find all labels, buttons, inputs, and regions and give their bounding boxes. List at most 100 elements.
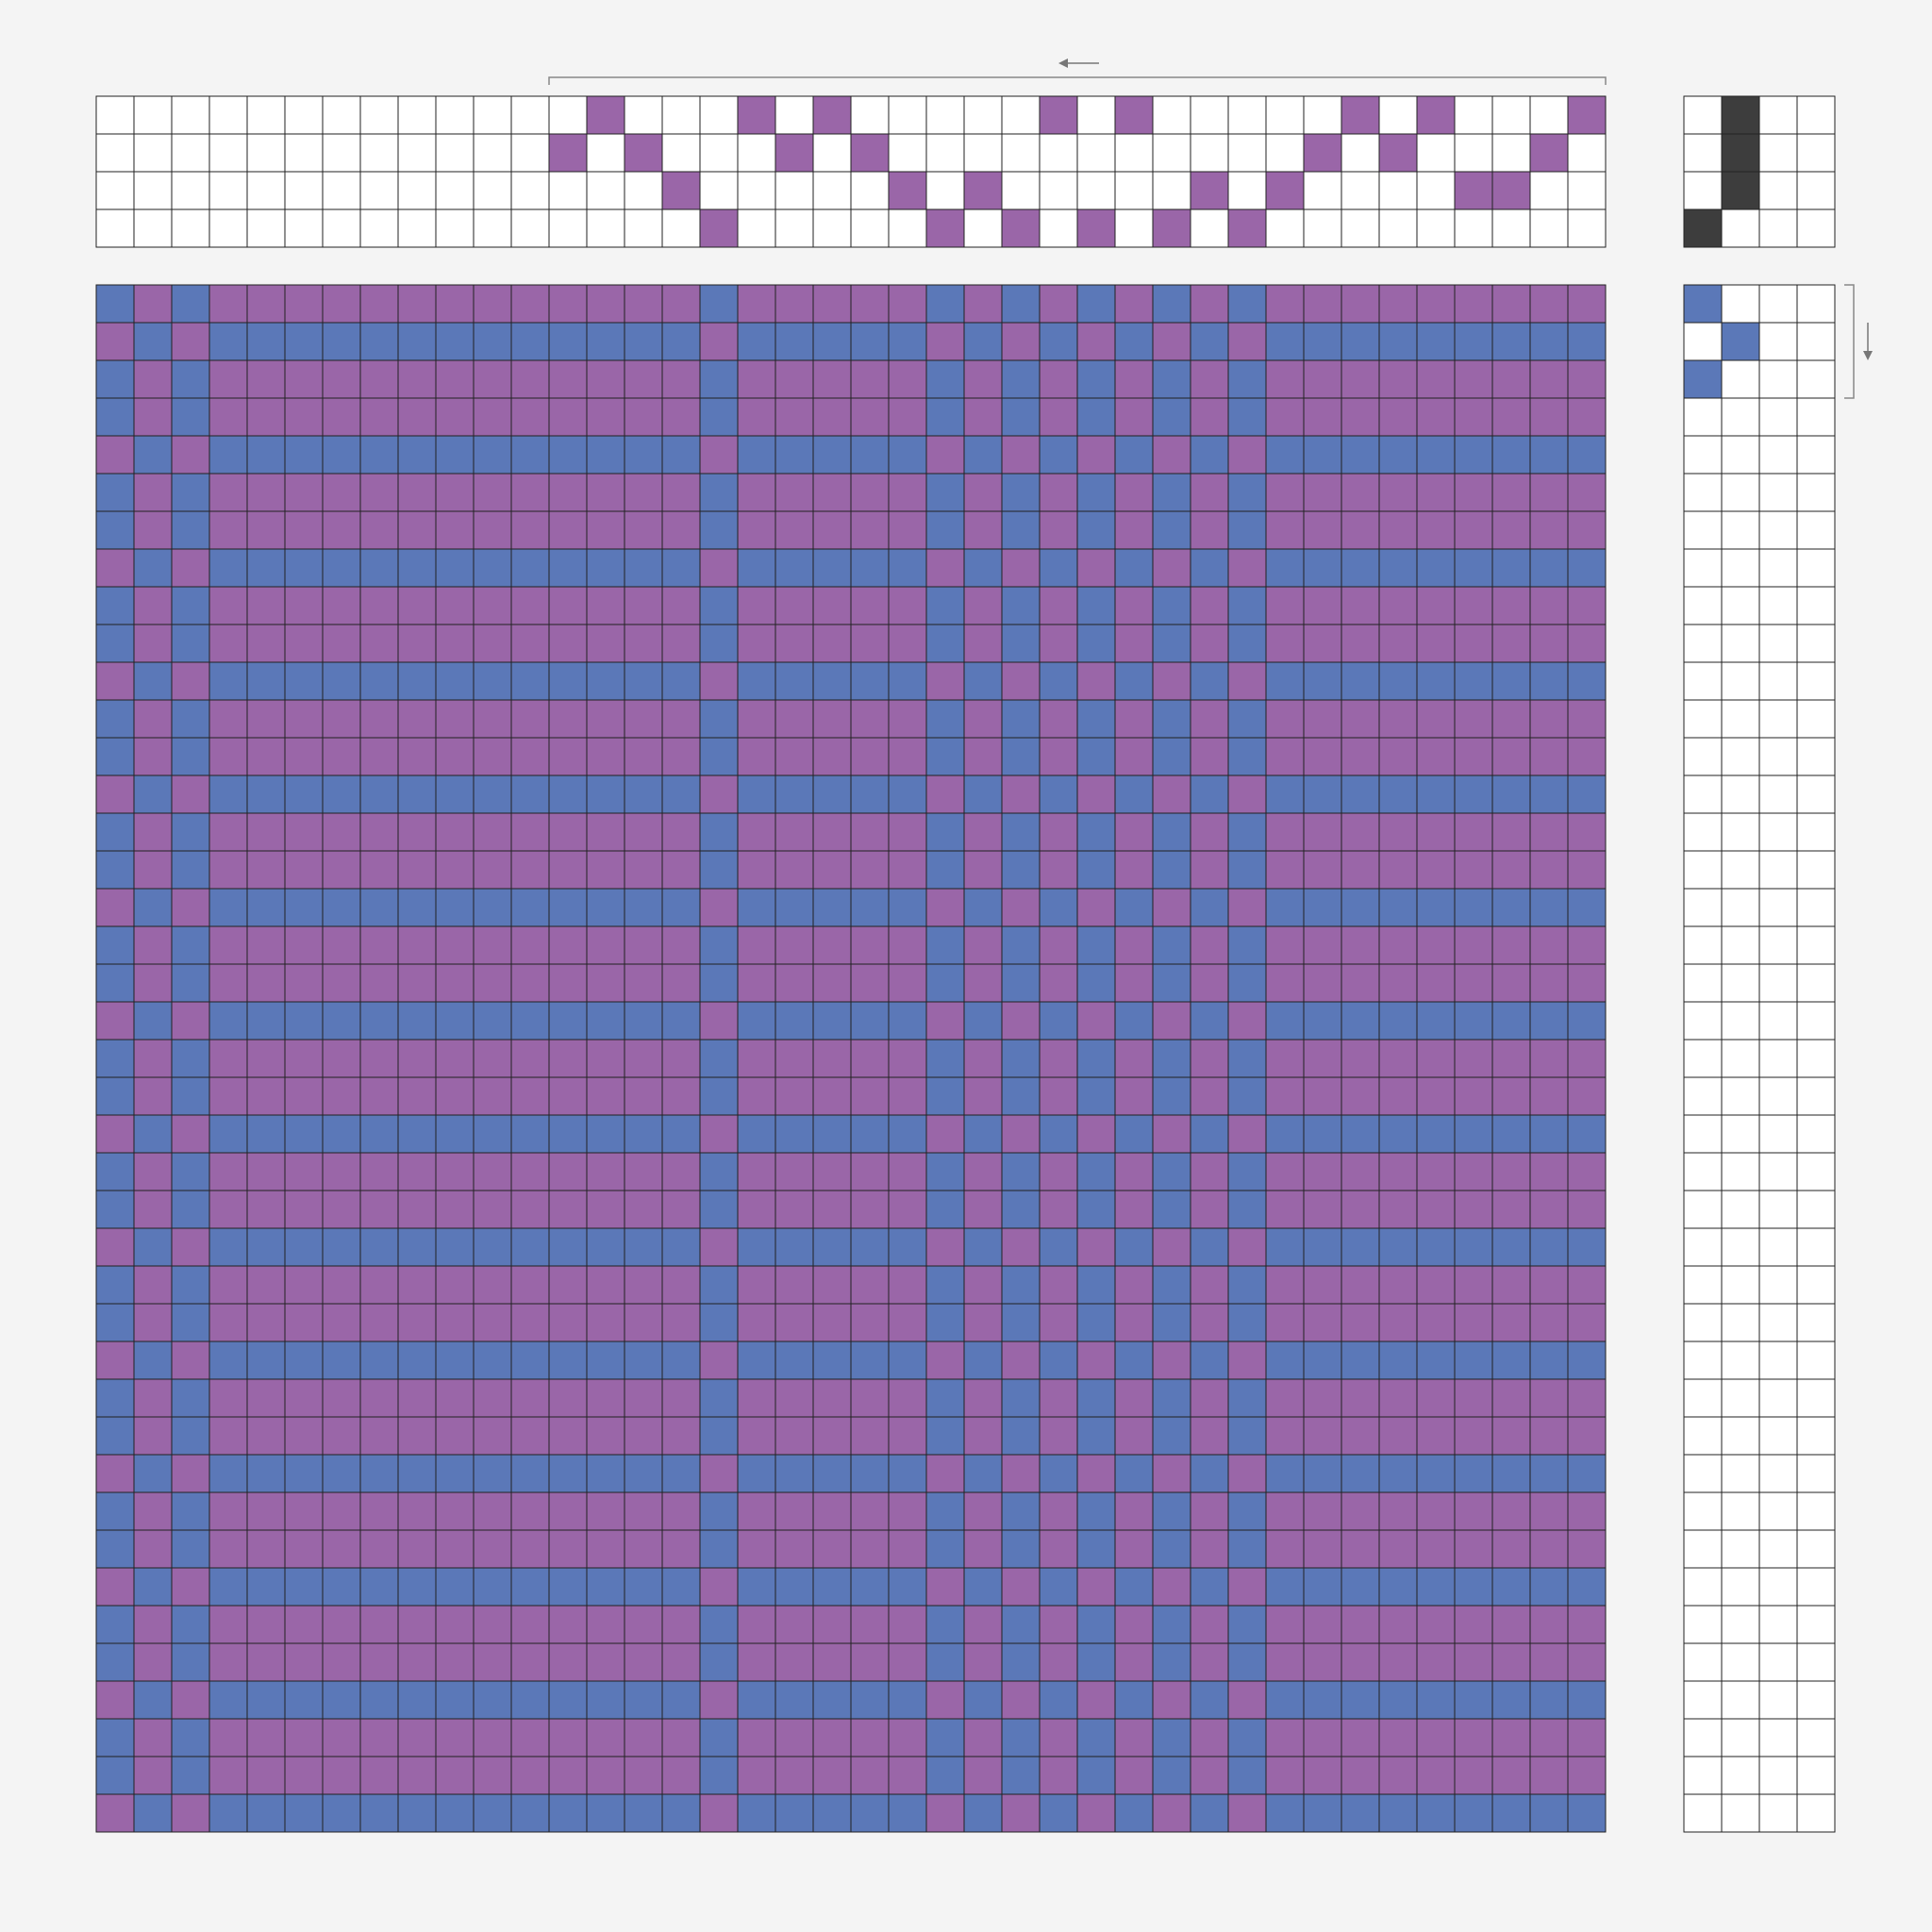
treadling-cell (1683, 925, 1723, 965)
treadling-cell (1796, 774, 1836, 814)
drawdown-cell (322, 322, 361, 361)
drawdown-cell (1001, 1718, 1041, 1757)
drawdown-cell (1152, 1793, 1191, 1833)
drawdown-cell (133, 1680, 173, 1720)
drawdown-cell (1454, 850, 1493, 890)
drawdown-cell (246, 1114, 286, 1154)
treadling-cell (1683, 1378, 1723, 1418)
drawdown-cell (171, 1341, 210, 1380)
drawdown-cell (850, 925, 890, 965)
drawdown-cell (925, 359, 965, 399)
tieup-cell (1683, 171, 1723, 210)
drawdown-cell (624, 812, 663, 852)
drawdown-cell (548, 473, 588, 512)
drawdown-cell (1265, 1114, 1305, 1154)
drawdown-cell (1076, 774, 1116, 814)
drawdown-cell (1265, 1642, 1305, 1682)
drawdown-cell (1001, 359, 1041, 399)
drawdown-cell (1265, 1378, 1305, 1418)
threading-cell (963, 95, 1003, 135)
drawdown-cell (435, 1756, 475, 1795)
threading-mark (888, 171, 927, 210)
threading-cell (208, 171, 248, 210)
drawdown-cell (888, 812, 927, 852)
drawdown-cell (1416, 548, 1456, 588)
drawdown-cell (1529, 661, 1569, 701)
drawdown-cell (473, 1680, 512, 1720)
drawdown-cell (1567, 1152, 1607, 1191)
drawdown-cell (284, 925, 324, 965)
drawdown-cell (1303, 1642, 1342, 1682)
threading-cell (774, 95, 814, 135)
drawdown-cell (699, 1605, 739, 1644)
treadling-cell (1796, 1227, 1836, 1267)
drawdown-cell (1303, 925, 1342, 965)
drawdown-cell (133, 888, 173, 927)
treadling-cell (1721, 435, 1760, 475)
threading-cell (284, 208, 324, 248)
drawdown-cell (1378, 1680, 1418, 1720)
drawdown-cell (888, 1378, 927, 1418)
drawdown-cell (1416, 1642, 1456, 1682)
drawdown-cell (397, 1416, 437, 1456)
drawdown-cell (888, 1001, 927, 1041)
drawdown-cell (1114, 1190, 1154, 1229)
drawdown-cell (624, 1605, 663, 1644)
treadling-cell (1758, 1529, 1798, 1569)
treadling-cell (1758, 812, 1798, 852)
drawdown-cell (435, 397, 475, 437)
drawdown-cell (1567, 737, 1607, 776)
drawdown-cell (1529, 1454, 1569, 1493)
threading-cell (1454, 133, 1493, 173)
drawdown-cell (246, 473, 286, 512)
drawdown-cell (397, 1039, 437, 1078)
drawdown-cell (925, 1416, 965, 1456)
drawdown-cell (1227, 1529, 1267, 1569)
drawdown-cell (1039, 1567, 1078, 1607)
drawdown-cell (1378, 473, 1418, 512)
drawdown-cell (1567, 1190, 1607, 1229)
drawdown-cell (171, 586, 210, 625)
drawdown-cell (359, 1303, 399, 1342)
treadling-cell (1796, 1114, 1836, 1154)
drawdown-cell (473, 1227, 512, 1267)
drawdown-cell (359, 925, 399, 965)
drawdown-cell (473, 359, 512, 399)
drawdown-cell (435, 1152, 475, 1191)
drawdown-cell (737, 510, 776, 550)
threading-cell (1567, 133, 1607, 173)
drawdown-cell (1152, 1265, 1191, 1305)
drawdown-cell (1567, 1454, 1607, 1493)
drawdown-cell (359, 699, 399, 739)
drawdown-cell (1190, 850, 1229, 890)
drawdown-cell (1454, 774, 1493, 814)
drawdown-cell (661, 1341, 701, 1380)
drawdown-cell (1152, 359, 1191, 399)
treadling-cell (1683, 473, 1723, 512)
drawdown-cell (1567, 1718, 1607, 1757)
threading-cell (624, 95, 663, 135)
drawdown-cell (95, 1039, 135, 1078)
treadling-cell (1683, 1303, 1723, 1342)
treadling-cell (1683, 1718, 1723, 1757)
drawdown-cell (208, 1416, 248, 1456)
drawdown-cell (1227, 925, 1267, 965)
threading-mark (1265, 171, 1305, 210)
drawdown-cell (1039, 1076, 1078, 1116)
drawdown-cell (963, 1152, 1003, 1191)
drawdown-cell (925, 1605, 965, 1644)
treadling-cell (1758, 1265, 1798, 1305)
drawdown-cell (171, 1190, 210, 1229)
drawdown-cell (1378, 963, 1418, 1003)
drawdown-cell (661, 699, 701, 739)
drawdown-cell (1378, 1076, 1418, 1116)
drawdown-cell (1076, 548, 1116, 588)
drawdown-cell (95, 548, 135, 588)
drawdown-cell (888, 435, 927, 475)
drawdown-cell (1114, 774, 1154, 814)
drawdown-cell (322, 624, 361, 663)
treadling-cell (1683, 1642, 1723, 1682)
drawdown-cell (133, 1642, 173, 1682)
drawdown-cell (435, 1190, 475, 1229)
drawdown-cell (1303, 322, 1342, 361)
